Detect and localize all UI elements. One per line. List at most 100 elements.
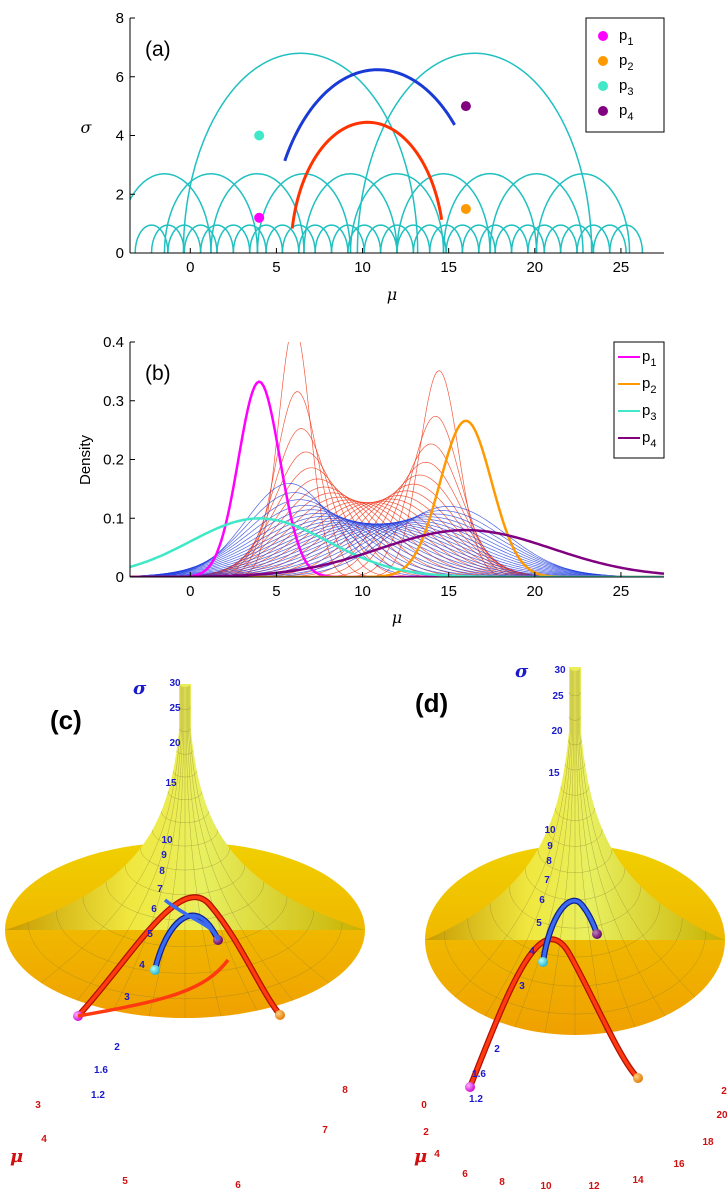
sigma-tick-label: 15 bbox=[165, 778, 177, 789]
sigma-tick-label: 15 bbox=[548, 768, 560, 779]
mu-tick-label: 4 bbox=[41, 1134, 47, 1145]
tessellation-arc bbox=[461, 224, 496, 253]
y-tick-label: 0 bbox=[116, 569, 124, 586]
x-ticks: 0 5 10 15 20 25 bbox=[186, 248, 629, 276]
x-tick-label: 20 bbox=[526, 259, 543, 276]
geodesic-red-cross bbox=[77, 958, 230, 1018]
y-tick-label: 4 bbox=[116, 128, 124, 145]
interp-curve bbox=[130, 509, 664, 577]
density-p1 bbox=[130, 380, 664, 577]
panel-label-b: (b) bbox=[145, 362, 171, 385]
y-tick-label: 0.1 bbox=[103, 510, 124, 527]
interp-curve bbox=[130, 415, 664, 577]
sigma-tick-label: 25 bbox=[552, 691, 564, 702]
mu-axis-label: μ bbox=[10, 1146, 23, 1167]
tessellation-arc bbox=[576, 224, 611, 253]
sigma-tick-label: 8 bbox=[546, 856, 552, 867]
x-tick-label: 5 bbox=[272, 583, 280, 600]
mu-tick-label: 5 bbox=[122, 1176, 128, 1187]
mu-tick-label: 7 bbox=[322, 1125, 328, 1136]
point-p4 bbox=[460, 101, 471, 112]
x-axis-label: μ bbox=[387, 285, 397, 304]
tessellation-arc bbox=[298, 224, 333, 253]
tessellation-arc bbox=[396, 173, 491, 253]
mu-axis-label: μ bbox=[414, 1146, 427, 1167]
y-tick-label: 8 bbox=[116, 10, 124, 27]
tessellation-arc bbox=[134, 224, 169, 253]
surface-grid-meridian bbox=[76, 686, 182, 1001]
tessellation-arc bbox=[232, 224, 267, 253]
tessellation-arc bbox=[592, 224, 627, 253]
interp-curve bbox=[130, 523, 664, 577]
x-tick-label: 15 bbox=[440, 583, 457, 600]
tessellation-arc bbox=[163, 173, 259, 253]
y-tick-label: 0.2 bbox=[103, 452, 124, 469]
legend-marker-p2 bbox=[598, 56, 608, 66]
x-tick-label: 25 bbox=[613, 583, 630, 600]
density-p2 bbox=[130, 419, 664, 577]
tessellation-arc bbox=[510, 224, 546, 253]
sigma-tick-label: 6 bbox=[151, 904, 157, 915]
tessellation-arc bbox=[199, 224, 235, 253]
panel-label-a: (a) bbox=[145, 38, 171, 61]
mu-tick-label: 0 bbox=[421, 1100, 427, 1111]
tessellation-arc bbox=[183, 224, 218, 253]
surface-grid-meridian bbox=[484, 670, 572, 1017]
endpoint-sphere bbox=[538, 957, 548, 967]
legend-b: p1 p2 p3 p4 bbox=[613, 341, 665, 459]
x-tick-label: 10 bbox=[354, 259, 371, 276]
interp-curve bbox=[130, 443, 664, 577]
sigma-tick-label: 30 bbox=[169, 678, 181, 689]
mu-tick-label: 6 bbox=[462, 1169, 468, 1180]
interp-curve bbox=[130, 370, 664, 577]
legend-label-p1: p1 bbox=[642, 348, 656, 369]
sigma-tick-label: 3 bbox=[519, 981, 525, 992]
tessellation-arc bbox=[314, 224, 349, 253]
legend-label-p1: p1 bbox=[619, 27, 633, 48]
horn-surface bbox=[5, 684, 365, 1021]
x-tick-label: 0 bbox=[186, 259, 194, 276]
tessellation-arc bbox=[356, 52, 593, 253]
geodesic-blue-loop bbox=[163, 898, 220, 941]
x-tick-label: 0 bbox=[186, 583, 194, 600]
sigma-tick-label: 10 bbox=[544, 825, 556, 836]
sigma-tick-label: 4 bbox=[529, 946, 535, 957]
interp-curve bbox=[130, 391, 664, 577]
tessellation-arc bbox=[489, 172, 584, 253]
legend-label-p4: p4 bbox=[619, 102, 633, 123]
mu-tick-label: 2 bbox=[721, 1086, 727, 1097]
mu-tick-label: 20 bbox=[716, 1110, 727, 1121]
interp-curve bbox=[130, 504, 664, 577]
mu-tick-label: 2 bbox=[423, 1127, 429, 1138]
legend-label-p3: p3 bbox=[642, 402, 656, 423]
x-ticks: 0 5 10 15 20 25 bbox=[186, 572, 629, 600]
sigma-tick-label: 3 bbox=[124, 992, 130, 1003]
tessellation-arc bbox=[210, 172, 305, 253]
tessellation-arc bbox=[535, 173, 631, 253]
tessellation-arc bbox=[527, 224, 562, 253]
legend-marker-p3 bbox=[598, 81, 608, 91]
endpoint-sphere bbox=[465, 1082, 475, 1092]
y-tick-label: 6 bbox=[116, 69, 124, 86]
tessellation-arc bbox=[349, 172, 445, 253]
tessellation-arcs bbox=[130, 52, 644, 253]
legend-label-p3: p3 bbox=[619, 77, 633, 98]
surface-grid-meridian bbox=[186, 686, 222, 1017]
legend-a: p1 p2 p3 p4 bbox=[585, 17, 665, 133]
sigma-tick-label: 9 bbox=[547, 841, 553, 852]
sigma-tick-label: 7 bbox=[157, 884, 163, 895]
sigma-tick-label: 2 bbox=[114, 1042, 120, 1053]
sigma-tick-label: 4 bbox=[139, 960, 145, 971]
sigma-tick-label: 2 bbox=[494, 1044, 500, 1055]
surface-grid-meridian bbox=[189, 685, 330, 983]
x-tick-label: 10 bbox=[354, 583, 371, 600]
sigma-tick-label: 8 bbox=[159, 866, 165, 877]
surface-grid-meridian bbox=[454, 669, 571, 998]
sigma-axis-label: σ bbox=[133, 678, 147, 699]
tessellation-arc bbox=[281, 224, 316, 253]
legend-label-p2: p2 bbox=[642, 375, 656, 396]
